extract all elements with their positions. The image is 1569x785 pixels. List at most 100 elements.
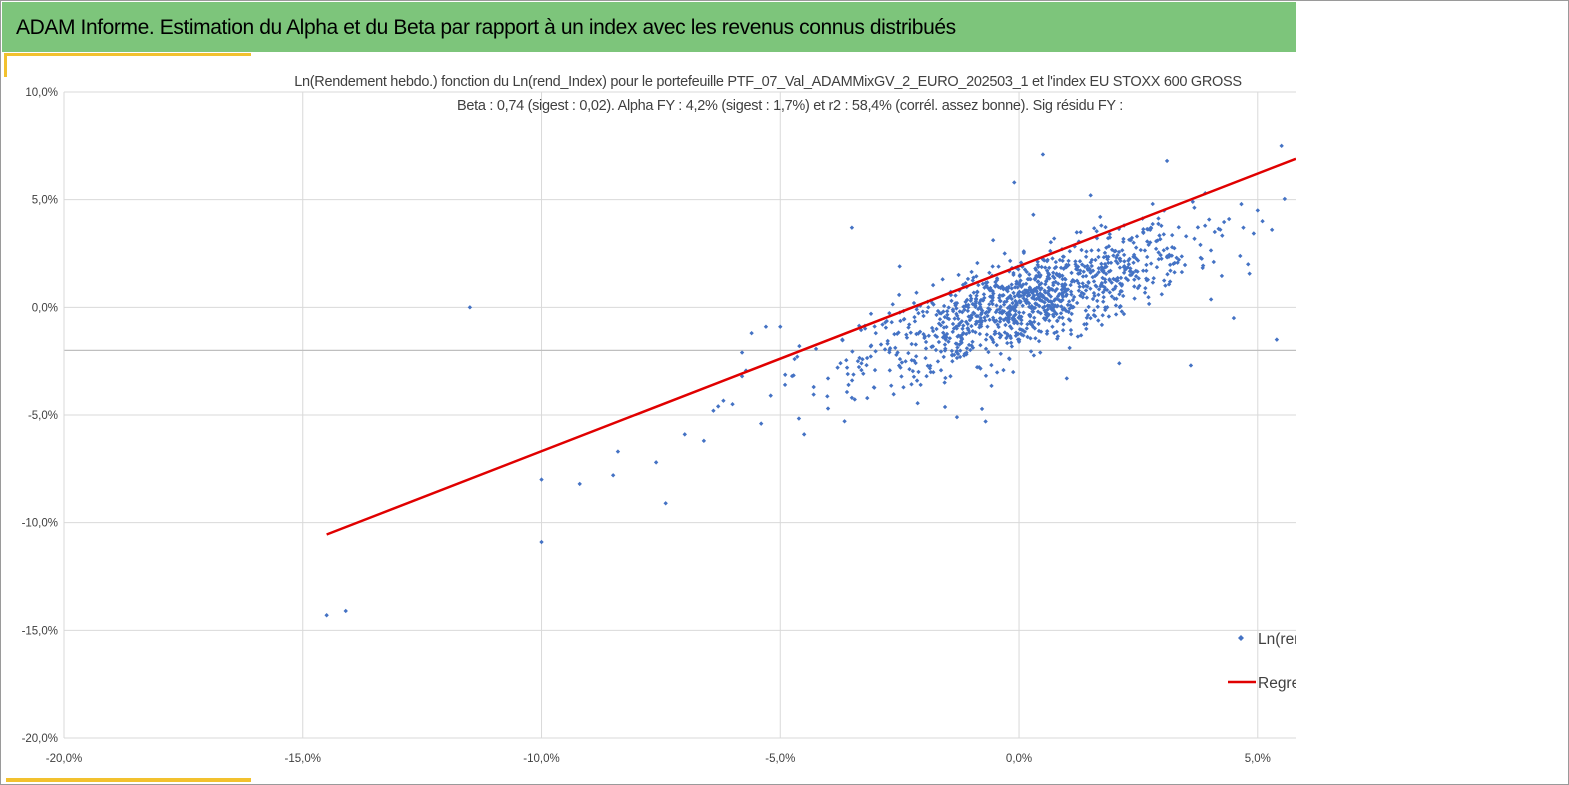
data-point (909, 358, 914, 363)
chart-title-line2: Beta : 0,74 (sigest : 0,02). Alpha FY : … (457, 98, 1123, 114)
data-point (1074, 230, 1079, 235)
data-point (902, 316, 907, 322)
data-point (931, 302, 936, 307)
data-point (860, 357, 865, 362)
data-point (1140, 229, 1146, 235)
data-point (1014, 279, 1019, 284)
data-point (976, 306, 981, 312)
y-tick-label: 5,0% (32, 195, 58, 207)
data-point (966, 302, 971, 308)
data-point (938, 349, 944, 354)
data-point (1078, 333, 1084, 338)
data-point (1119, 282, 1125, 287)
data-point (1247, 271, 1252, 276)
data-point (954, 349, 959, 355)
data-point (954, 326, 959, 331)
data-point (1092, 313, 1098, 319)
data-point (1048, 248, 1053, 254)
data-point (1063, 288, 1069, 294)
data-point (825, 376, 831, 381)
data-point (1013, 312, 1018, 317)
data-point (1024, 326, 1030, 331)
data-point (1104, 264, 1109, 269)
data-point (1013, 333, 1019, 338)
data-point (1136, 276, 1141, 281)
data-point (917, 329, 923, 334)
data-point (916, 369, 921, 375)
data-point (903, 359, 908, 364)
data-point (987, 302, 992, 307)
data-point (1118, 303, 1123, 309)
data-point (909, 341, 914, 347)
data-point (1001, 317, 1007, 323)
data-point (1018, 293, 1024, 299)
data-point (1088, 315, 1093, 321)
data-point (941, 303, 947, 309)
data-point (1088, 286, 1093, 291)
data-point (1088, 270, 1093, 275)
data-point (969, 269, 974, 275)
data-point (1046, 272, 1052, 277)
data-point (1022, 267, 1028, 272)
data-point (1133, 268, 1139, 274)
data-point (924, 309, 930, 315)
data-point (1045, 328, 1050, 334)
data-point (968, 298, 973, 303)
data-point (1179, 254, 1185, 259)
data-point (1028, 276, 1033, 282)
data-point (1154, 265, 1160, 270)
data-point (1113, 312, 1119, 317)
data-point (942, 404, 948, 410)
data-point (987, 270, 992, 275)
data-point (789, 373, 795, 379)
data-point (1079, 247, 1084, 253)
data-point (896, 363, 902, 368)
data-point (1116, 249, 1122, 255)
data-point (1132, 296, 1137, 301)
data-point (749, 330, 754, 336)
data-point (1038, 350, 1043, 355)
data-point (1089, 263, 1094, 269)
data-point (1118, 289, 1123, 294)
data-point (955, 345, 960, 350)
data-point (1117, 291, 1122, 297)
x-tick-label: -20,0% (46, 753, 82, 765)
data-point (1100, 313, 1105, 318)
data-point (868, 354, 873, 359)
data-point (992, 283, 998, 288)
data-point (1043, 296, 1048, 301)
data-point (938, 323, 944, 328)
data-point (1069, 292, 1074, 297)
data-point (956, 316, 961, 322)
data-point (994, 276, 1000, 281)
data-point (864, 355, 870, 361)
data-point (951, 326, 957, 331)
data-point (913, 354, 919, 359)
legend-label-points: Ln(rendement) (1258, 631, 1296, 648)
data-point (897, 356, 903, 362)
data-point (1113, 284, 1118, 289)
data-point (1078, 229, 1083, 235)
data-point (926, 333, 931, 338)
data-point (887, 350, 892, 355)
data-point (1161, 248, 1166, 253)
data-point (1027, 272, 1032, 277)
data-point (1090, 274, 1095, 280)
data-point (1220, 233, 1225, 238)
data-point (758, 421, 764, 426)
data-point (782, 382, 788, 388)
data-point (1015, 285, 1020, 290)
data-point (979, 318, 985, 324)
data-point (845, 371, 850, 377)
data-point (1169, 253, 1175, 258)
data-point (960, 309, 965, 315)
data-point (1105, 305, 1110, 310)
data-point (1003, 322, 1008, 328)
data-point (1218, 227, 1223, 232)
data-point (1046, 288, 1051, 294)
data-point (968, 347, 973, 353)
data-point (682, 432, 687, 437)
data-point (1239, 201, 1244, 207)
data-point (1101, 294, 1106, 300)
data-point (1067, 306, 1072, 311)
